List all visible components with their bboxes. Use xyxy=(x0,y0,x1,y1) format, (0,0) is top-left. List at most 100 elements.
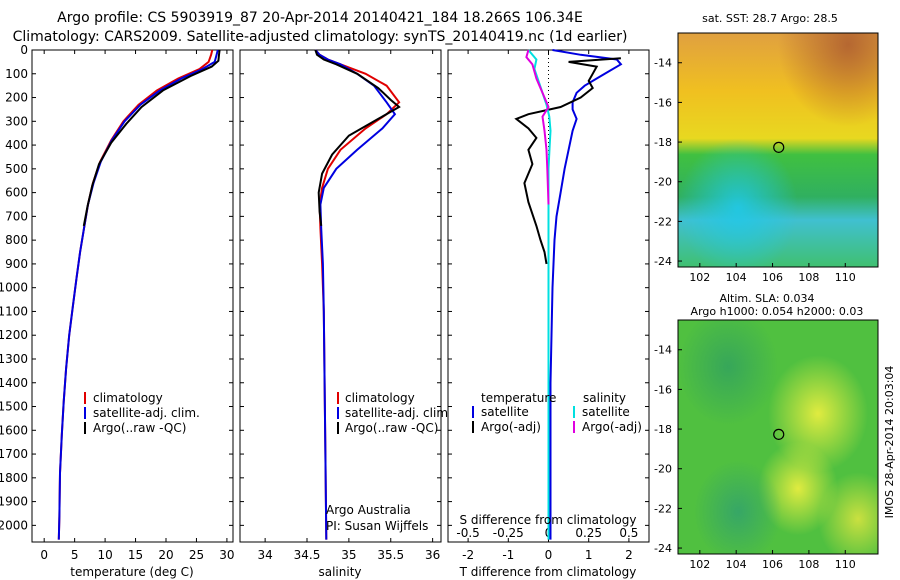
legend-climatology: climatology xyxy=(345,391,415,405)
map-y-tick-label: -24 xyxy=(654,255,672,268)
sst-cool-patch xyxy=(678,33,878,267)
map-x-tick-label: 102 xyxy=(689,271,710,284)
legend-t-satellite: satellite xyxy=(481,405,529,419)
y-tick-label: 200 xyxy=(5,91,28,105)
s-tick-label: 0.25 xyxy=(575,526,602,540)
temperature-axes xyxy=(31,49,234,543)
map-y-tick-label: -24 xyxy=(654,542,672,555)
side-label: IMOS 28-Apr-2014 20:03:04 xyxy=(883,366,896,519)
salinity-xlabel: salinity xyxy=(318,565,361,579)
y-tick-label: 800 xyxy=(5,233,28,247)
y-tick-label: 100 xyxy=(5,67,28,81)
map-y-tick-label: -22 xyxy=(654,215,672,228)
series-argo xyxy=(82,49,221,227)
sla-map-subtitle: Argo h1000: 0.054 h2000: 0.03 xyxy=(691,305,864,318)
x-tick-label: 15 xyxy=(128,548,143,562)
legend-argo: Argo(..raw -QC) xyxy=(345,421,438,435)
y-tick-label: 1600 xyxy=(0,423,28,437)
y-tick-label: 1700 xyxy=(0,447,28,461)
x-tick-label: 2 xyxy=(625,548,633,562)
y-tick-label: 1000 xyxy=(0,281,28,295)
sla-map-panel: Altim. SLA: 0.034 Argo h1000: 0.054 h200… xyxy=(654,292,879,571)
difference-xlabel-bottom: T difference from climatology xyxy=(459,565,637,579)
map-y-tick-label: -22 xyxy=(654,502,672,515)
map-y-tick-label: -18 xyxy=(654,423,672,436)
y-tick-label: 1300 xyxy=(0,352,28,366)
salinity-annotation-1: Argo Australia xyxy=(326,503,411,517)
map-y-tick-label: -18 xyxy=(654,136,672,149)
temperature-legend: climatology satellite-adj. clim. Argo(..… xyxy=(84,391,200,435)
legend-satellite: satellite-adj. clim. xyxy=(345,406,452,420)
y-tick-label: 1500 xyxy=(0,400,28,414)
series-argo xyxy=(314,49,401,227)
legend-temperature-title: temperature xyxy=(481,391,556,405)
y-tick-label: 500 xyxy=(5,162,28,176)
salinity-legend: climatology satellite-adj. clim. Argo(..… xyxy=(337,391,452,435)
map-x-tick-label: 110 xyxy=(835,271,856,284)
header-line2: Climatology: CARS2009. Satellite-adjuste… xyxy=(13,29,628,45)
y-tick-label: 900 xyxy=(5,257,28,271)
y-tick-label: 1800 xyxy=(0,471,28,485)
map-y-tick-label: -14 xyxy=(654,57,672,70)
difference-legend: temperature salinity satellite Argo(-adj… xyxy=(472,391,642,434)
y-tick-label: 300 xyxy=(5,114,28,128)
series-satellite xyxy=(314,49,397,540)
sst-map-panel: sat. SST: 28.7 Argo: 28.5 102 104 106 108 11… xyxy=(654,12,879,284)
y-tick-label: 0 xyxy=(20,43,28,57)
argo-location-marker xyxy=(773,141,785,153)
y-tick-label: 1400 xyxy=(0,376,28,390)
x-tick-label: 25 xyxy=(189,548,204,562)
s-tick-label: -0.25 xyxy=(493,526,524,540)
series-t-satellite xyxy=(549,49,623,540)
y-tick-label: 600 xyxy=(5,186,28,200)
map-y-tick-label: -14 xyxy=(654,344,672,357)
map-x-tick-label: 110 xyxy=(835,558,856,571)
map-x-tick-label: 102 xyxy=(689,558,710,571)
salinity-axes xyxy=(239,49,442,543)
x-tick-label: 20 xyxy=(158,548,173,562)
legend-satellite: satellite-adj. clim. xyxy=(93,406,200,420)
map-x-tick-label: 104 xyxy=(726,558,747,571)
x-tick-label: 30 xyxy=(219,548,234,562)
salinity-annotation-2: PI: Susan Wijffels xyxy=(326,519,428,533)
x-tick-label: 10 xyxy=(97,548,112,562)
map-y-tick-label: -20 xyxy=(654,176,672,189)
x-tick-label: 1 xyxy=(585,548,593,562)
x-tick-label: 35 xyxy=(341,548,356,562)
sst-map-frame xyxy=(677,32,879,268)
sla-map-title: Altim. SLA: 0.034 xyxy=(719,292,814,305)
legend-s-argo: Argo(-adj) xyxy=(582,420,642,434)
x-tick-label: 36 xyxy=(425,548,440,562)
legend-climatology: climatology xyxy=(93,391,163,405)
legend-t-argo: Argo(-adj) xyxy=(481,420,541,434)
header-line1: Argo profile: CS 5903919_87 20-Apr-2014 … xyxy=(57,10,583,26)
x-tick-label: 35.5 xyxy=(377,548,404,562)
map-x-tick-label: 106 xyxy=(762,271,783,284)
argo-location-marker xyxy=(773,428,785,440)
map-y-tick-label: -16 xyxy=(654,383,672,396)
series-t-argo xyxy=(514,57,621,265)
legend-argo: Argo(..raw -QC) xyxy=(93,421,186,435)
temperature-xlabel: temperature (deg C) xyxy=(70,565,193,579)
x-tick-label: 34.5 xyxy=(294,548,321,562)
map-x-tick-label: 106 xyxy=(762,558,783,571)
y-tick-label: 400 xyxy=(5,138,28,152)
x-tick-label: 0 xyxy=(40,548,48,562)
x-tick-label: 34 xyxy=(257,548,272,562)
y-tick-label: 700 xyxy=(5,209,28,223)
y-tick-label: 2000 xyxy=(0,518,28,532)
map-x-tick-label: 108 xyxy=(798,271,819,284)
sst-map-title: sat. SST: 28.7 Argo: 28.5 xyxy=(702,12,838,25)
sla-high-patch-3 xyxy=(678,320,878,554)
x-tick-label: 0 xyxy=(545,548,553,562)
y-tick-label: 1100 xyxy=(0,304,28,318)
difference-xlabel-top: S difference from climatology xyxy=(460,513,637,527)
map-y-tick-label: -16 xyxy=(654,96,672,109)
s-tick-label: 0.5 xyxy=(619,526,638,540)
x-tick-label: -1 xyxy=(502,548,514,562)
salinity-panel: 34 34.5 35 35.5 36 salinity climatology sate… xyxy=(239,49,452,579)
series-s-argo xyxy=(525,49,550,205)
difference-panel: -2 -1 0 1 2-0.5 -0.25 0 0.25 0.5 T difference fr… xyxy=(447,49,650,579)
y-tick-label: 1200 xyxy=(0,328,28,342)
